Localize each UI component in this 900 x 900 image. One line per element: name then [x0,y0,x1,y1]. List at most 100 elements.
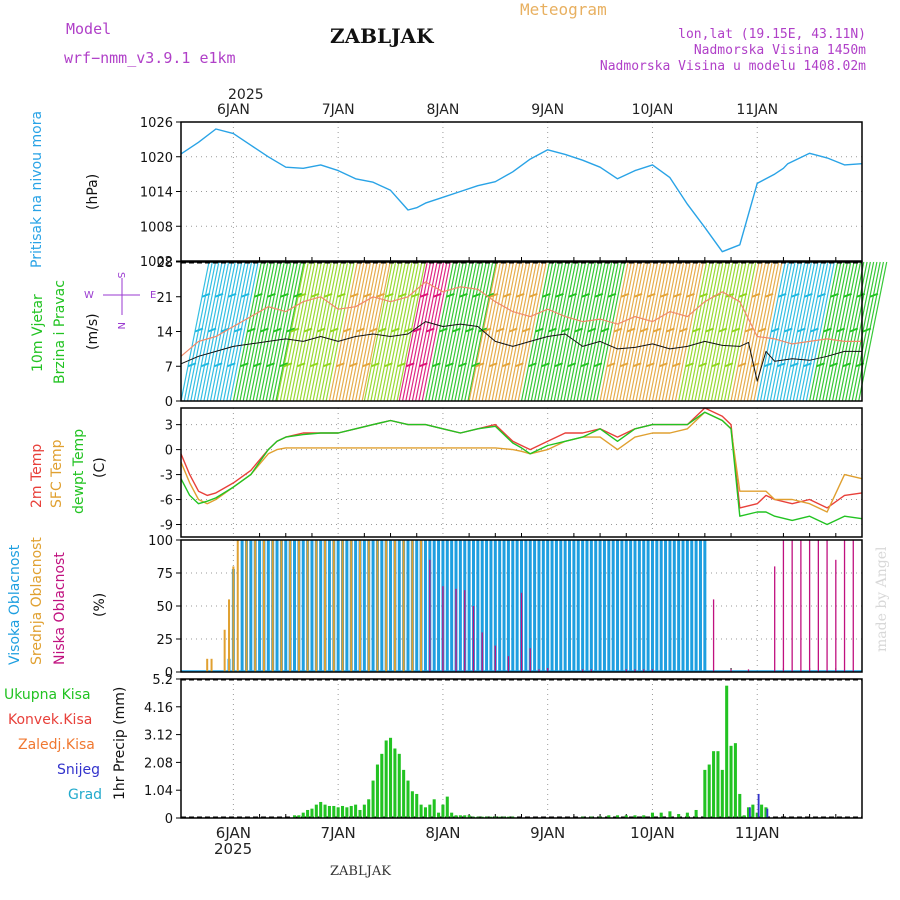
wind-barb-flag [433,292,442,298]
legend-snijeg: Snijeg [57,762,100,778]
cloud-bar-1 [332,540,335,672]
wind-barb-flag [446,292,455,298]
cloud-panel: 100 75 50 25 0 [148,534,863,681]
wind-barb [249,261,279,402]
bottom-x-tick-label: 10JAN [630,824,675,842]
wind-barb-flag [528,362,537,368]
wind-ylabel-2: Brzina i Pravac [52,280,68,384]
wind-barb-flag [266,362,275,368]
wind-barb-flag [384,362,393,368]
wind-barb-flag [862,327,872,333]
bottom-year-label: 2025 [214,840,252,858]
wind-barb-flag [692,327,702,333]
wind-barb-flag [816,362,825,368]
wind-barb [497,261,528,402]
wind-barb-flag [633,292,643,298]
cloud-bar-2 [547,668,549,672]
wind-barb [687,261,718,402]
cloud-bar-1 [271,540,274,672]
top-x-tick-label: 11JAN [736,102,778,118]
wind-barb [619,261,649,402]
wind-barb [530,261,560,402]
cloud-bar-1 [206,658,209,672]
wind-barb-flag [508,327,518,333]
wind-barb-flag [594,292,604,298]
wind-barb-flag [751,292,761,298]
precip-ytick-label: 4.16 [144,701,173,716]
cloud-bar-0 [602,540,606,672]
compass-e: E [150,290,156,301]
wind-barb-flag [698,362,708,368]
wind-barb [501,261,531,402]
cloud-bar-2 [529,648,531,672]
wind-barb-flag [777,292,787,298]
cloud-bar-2 [747,669,750,672]
cloud-bar-1 [280,540,283,672]
precip-bar-0 [336,807,340,818]
cloud-bar-2 [774,566,776,672]
wind-barb [286,261,316,402]
wind-barb-flag [475,362,485,368]
wind-barb [592,261,623,402]
product-title: Meteogram [520,0,607,19]
temp-ylabel-1: 2m Temp [29,444,45,508]
cloud-bar-2 [429,559,431,672]
wind-barb-flag [501,362,511,368]
wind-barb-flag [283,362,293,368]
precip-bar-0 [642,815,646,818]
cloud-bar-0 [685,540,689,672]
wind-barb-flag [660,292,669,298]
wind-barb [632,261,662,402]
compass-s: S [115,272,126,278]
bottom-x-tick-label: 9JAN [530,824,565,842]
wind-barb-flag [646,362,655,368]
cloud-bar-0 [694,540,698,672]
precip-bar-0 [712,751,716,818]
wind-barb [418,261,448,402]
precip-legend: Ukupna Kisa Konvek.Kisa Zaledj.Kisa Snij… [4,687,102,803]
cloud-bar-1 [358,540,361,672]
wind-barb-flag [705,327,715,333]
wind-barb-flag [686,292,695,298]
precip-bar-0 [428,804,432,818]
wind-barb-flag [600,327,610,333]
wind-barb [615,261,646,402]
model-altitude-label: Nadmorska Visina u modelu 1408.02m [600,59,866,74]
cloud-bar-0 [585,540,589,672]
temp-unit: (C) [92,457,108,478]
wind-barb-flag [764,292,774,298]
cloud-bar-0 [423,540,427,672]
wind-speed-line [180,321,862,382]
cloud-bar-1 [223,629,226,672]
precip-bar-0 [419,804,423,818]
wind-barb-flag [349,362,358,368]
wind-barb-flag [830,292,839,298]
wind-barb-flag [445,362,454,368]
wind-barb-flag [316,327,326,333]
cloud-bar-1 [254,540,257,672]
precip-bar-0 [441,804,445,818]
wind-barb [570,261,600,402]
wind-gust-line [180,281,862,357]
wind-barb-flag [240,362,249,368]
wind-barb [401,261,432,402]
wind-barb-flag [607,292,617,298]
cloud-bar-2 [835,559,837,672]
cloud-bar-0 [406,540,410,672]
precip-bar-0 [332,805,336,818]
wind-barb [602,261,632,402]
cloud-bar-0 [642,540,646,672]
precip-ytick-label: 0 [165,812,173,827]
wind-barb-flag [542,292,551,298]
pressure-ytick-label: 1020 [140,151,173,166]
precip-bar-0 [755,812,759,818]
wind-barb [332,261,362,402]
cloud-bar-1 [210,658,213,672]
cloud-ylabel-1: Visoka Oblacnost [7,544,23,665]
wind-barb-flag [296,362,306,368]
cloud-bar-0 [524,540,528,672]
wind-barb-flag [803,362,812,368]
wind-barb-flag [810,327,819,333]
wind-barb [736,261,767,402]
wind-barb-flag [869,292,879,298]
